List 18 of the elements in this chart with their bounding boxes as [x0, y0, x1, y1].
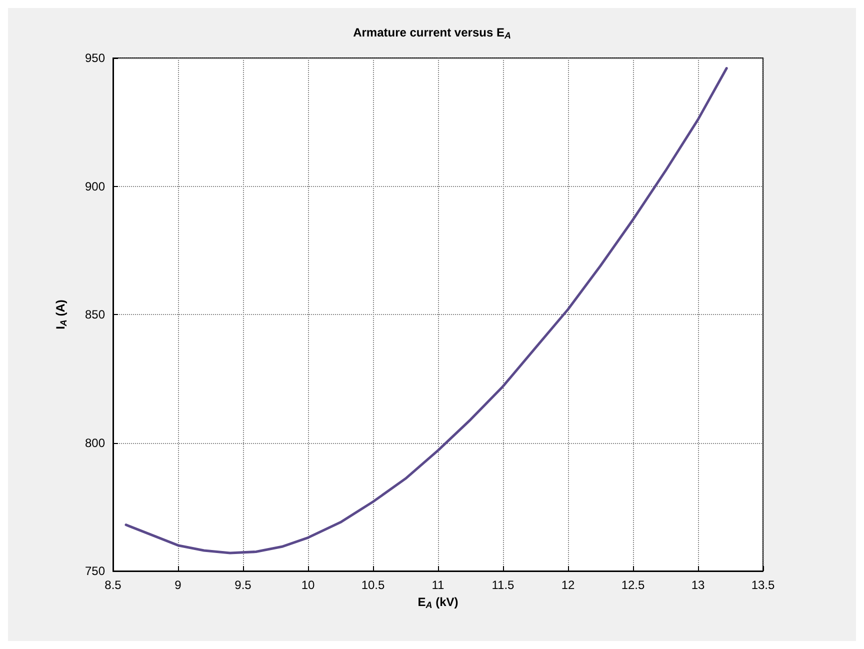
line-series	[124, 67, 728, 554]
y-tick-label: 900	[84, 179, 106, 194]
x-tick-label: 9	[174, 578, 182, 592]
x-tick-label: 11	[432, 578, 445, 592]
x-tick-label: 13	[691, 578, 705, 592]
x-tick-label: 9.5	[234, 578, 252, 592]
x-tick-label: 12	[561, 578, 575, 592]
x-tick-label: 10.5	[361, 578, 385, 592]
x-tick-label: 10	[301, 578, 315, 592]
y-axis-title: IA (A)	[54, 300, 68, 330]
y-tick-label: 950	[84, 51, 106, 65]
x-tick-label: 12.5	[621, 578, 645, 592]
x-tick-label: 11.5	[492, 578, 515, 592]
x-tick-label: 8.5	[104, 578, 122, 592]
y-tick-label: 800	[84, 436, 106, 450]
y-tick-label: 750	[84, 564, 106, 578]
y-tick-label: 850	[84, 308, 106, 322]
x-tick-label: 13.5	[751, 578, 775, 592]
